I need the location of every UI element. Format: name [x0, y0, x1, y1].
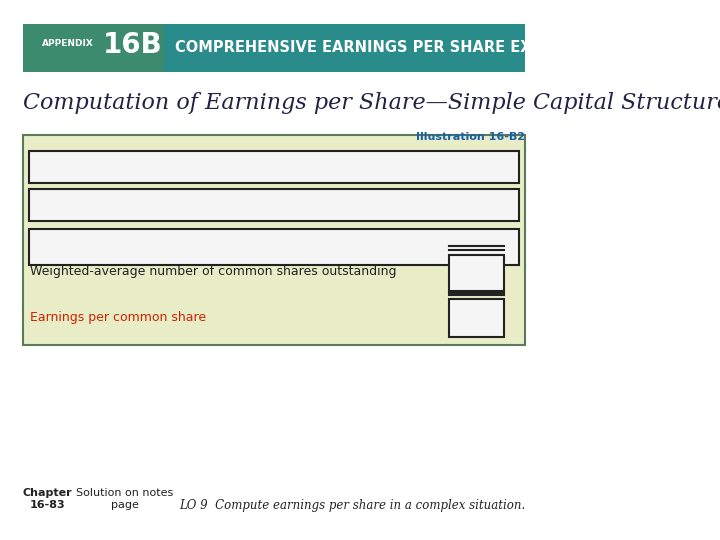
Text: Computation of Earnings per Share—Simple Capital Structure: Computation of Earnings per Share—Simple… [23, 92, 720, 114]
Text: Illustration 16-B2: Illustration 16-B2 [416, 132, 525, 142]
Bar [29, 151, 519, 183]
Bar [23, 24, 163, 72]
Bar [163, 24, 525, 72]
Text: Weighted-average number of common shares outstanding: Weighted-average number of common shares… [30, 265, 397, 278]
Text: Solution on notes
page: Solution on notes page [76, 488, 174, 510]
Bar [449, 299, 503, 337]
Text: Earnings per common share: Earnings per common share [30, 310, 207, 323]
Bar [29, 229, 519, 265]
Text: COMPREHENSIVE EARNINGS PER SHARE EXAMPLE: COMPREHENSIVE EARNINGS PER SHARE EXAMPLE [175, 40, 588, 56]
Bar [449, 255, 503, 293]
Text: APPENDIX: APPENDIX [42, 38, 94, 48]
Bar [23, 135, 525, 345]
Text: 16B: 16B [103, 31, 163, 59]
Bar [29, 189, 519, 221]
Text: LO 9  Compute earnings per share in a complex situation.: LO 9 Compute earnings per share in a com… [179, 499, 525, 512]
Text: Chapter
16-83: Chapter 16-83 [23, 488, 73, 510]
